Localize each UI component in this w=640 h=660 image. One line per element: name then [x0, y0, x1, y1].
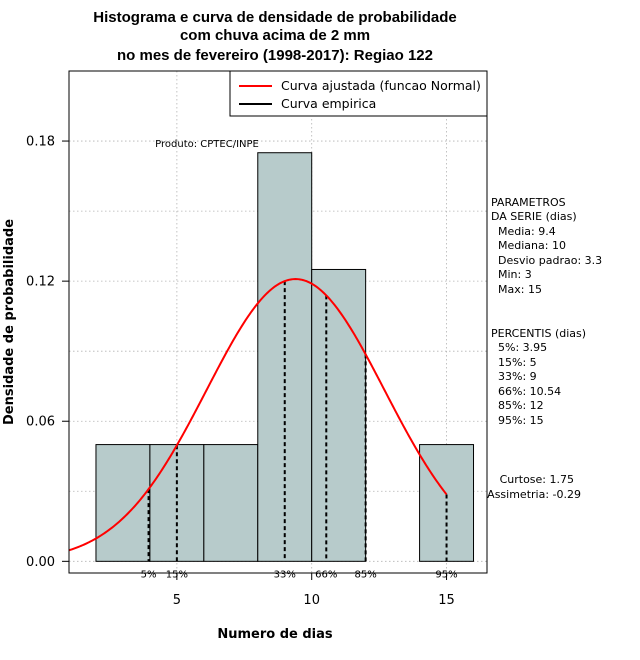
product-annotation: Produto: CPTEC/INPE — [155, 139, 259, 150]
normal-curve-layer — [68, 278, 448, 552]
x-tick-label-10: 10 — [303, 593, 320, 608]
legend-label-fitted-curve: Curva ajustada (funcao Normal) — [281, 78, 481, 93]
params-title-line-2: DA SERIE (dias) — [491, 210, 577, 223]
percentiles-title: PERCENTIS (dias) — [491, 327, 586, 340]
x-tick-label-15: 15 — [438, 593, 455, 608]
chart-title-line-1: Histograma e curva de densidade de proba… — [93, 9, 456, 26]
param-std-dev: Desvio padrao: 3.3 — [498, 254, 602, 267]
axes: 5 10 15 0.00 0.06 0.12 0.18 — [26, 135, 455, 608]
param-max: Max: 15 — [498, 283, 542, 296]
histogram-bar-1 — [95, 444, 151, 562]
y-tick-label-3: 0.18 — [26, 135, 55, 150]
percentile-33: 33%: 9 — [498, 370, 537, 383]
percentile-85: 85%: 12 — [498, 399, 544, 412]
percentile-5: 5%: 3.95 — [498, 341, 547, 354]
percentile-label-66: 66% — [315, 569, 337, 580]
x-axis-title: Numero de dias — [217, 627, 333, 642]
legend-label-empirical-curve: Curva empirica — [281, 96, 376, 111]
y-tick-label-1: 0.06 — [26, 415, 55, 430]
histogram-bars — [95, 152, 475, 562]
params-title-line-1: PARAMETROS — [491, 196, 566, 209]
param-min: Min: 3 — [498, 268, 532, 281]
series-parameters-panel: PARAMETROS DA SERIE (dias) Media: 9.4 Me… — [491, 196, 602, 296]
percentile-lines: 5% 15% 33% 66% 85% 95% — [141, 281, 458, 580]
percentile-95: 95%: 15 — [498, 414, 544, 427]
shape-stats-panel: Curtose: 1.75 Assimetria: -0.29 — [487, 473, 581, 501]
histogram-bar-5 — [311, 268, 367, 562]
skewness: Assimetria: -0.29 — [487, 488, 581, 501]
percentile-label-33: 33% — [274, 569, 296, 580]
percentile-label-85: 85% — [355, 569, 377, 580]
param-median: Mediana: 10 — [498, 239, 566, 252]
histogram-bar-3 — [203, 444, 259, 562]
percentile-label-5: 5% — [141, 569, 157, 580]
chart-title-line-3: no mes de fevereiro (1998-2017): Regiao … — [117, 47, 433, 64]
y-tick-label-2: 0.12 — [26, 275, 55, 290]
param-mean: Media: 9.4 — [498, 225, 556, 238]
kurtosis: Curtose: 1.75 — [500, 473, 574, 486]
y-tick-label-0: 0.00 — [26, 555, 55, 570]
percentile-15: 15%: 5 — [498, 356, 537, 369]
x-tick-label-5: 5 — [173, 593, 181, 608]
y-axis-title: Densidade de probabilidade — [2, 219, 17, 425]
legend-box — [229, 70, 488, 117]
percentiles-panel: PERCENTIS (dias) 5%: 3.95 15%: 5 33%: 9 … — [491, 327, 586, 427]
normal-curve — [68, 278, 448, 552]
percentile-66: 66%: 10.54 — [498, 385, 561, 398]
chart-title-line-2: com chuva acima de 2 mm — [180, 27, 370, 44]
legend: Curva ajustada (funcao Normal) Curva emp… — [229, 70, 488, 117]
